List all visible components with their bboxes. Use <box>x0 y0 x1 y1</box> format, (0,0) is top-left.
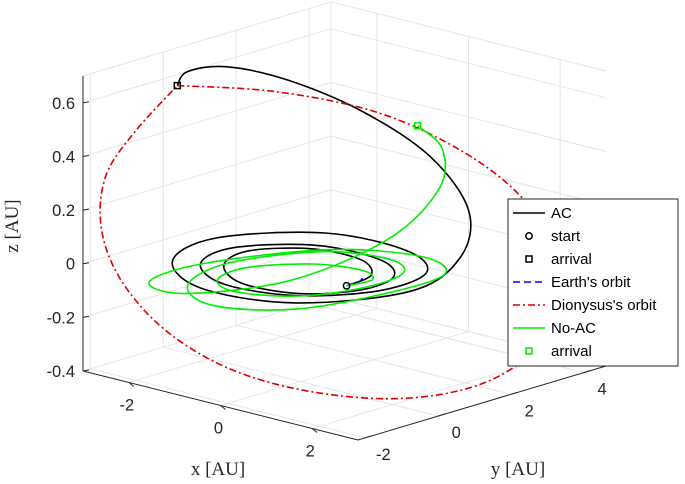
gridline-floor-y <box>163 346 439 417</box>
x-tick <box>128 382 135 387</box>
x-tick <box>220 405 226 410</box>
gridline-leftwall-z <box>82 242 332 318</box>
box-top-edge-left <box>82 1 332 77</box>
legend-label-earth-s-orbit: Earth's orbit <box>551 274 631 291</box>
y-tick-label: 0 <box>452 424 461 442</box>
y-tick <box>438 413 445 417</box>
gridline-backwall-z <box>330 28 607 99</box>
gridline-floor-y <box>90 368 366 439</box>
marker-arrival <box>173 81 182 90</box>
z-axis-label: z [AU] <box>2 199 23 252</box>
y-tick-label: 4 <box>598 381 607 399</box>
z-tick <box>82 262 90 265</box>
gridline-leftwall-z <box>82 135 332 211</box>
series-dionysus-s-orbit <box>99 84 562 400</box>
legend-label-arrival: arrival <box>551 251 592 268</box>
legend-label-ac: AC <box>551 205 572 222</box>
legend: AC start arrival Earth's orbit Dionysus's or… <box>507 198 679 367</box>
z-tick-label: -0.2 <box>47 309 75 327</box>
plot-area <box>99 65 562 400</box>
z-tick <box>82 154 90 157</box>
gridline-backwall-z <box>330 81 607 152</box>
x-tick-label: -2 <box>119 397 134 415</box>
z-tick-label: -0.4 <box>47 363 75 381</box>
z-tick-label: 0.2 <box>52 202 75 220</box>
legend-label-dionysus-s-orbit: Dionysus's orbit <box>551 297 657 314</box>
y-axis-line <box>357 365 607 441</box>
series-no-ac <box>148 125 448 311</box>
gridline-leftwall-z <box>82 296 332 372</box>
x-tick <box>311 428 318 433</box>
z-tick <box>82 315 90 318</box>
legend-label-start: start <box>551 228 581 245</box>
y-tick-label: 2 <box>525 402 534 420</box>
z-tick <box>82 208 90 211</box>
box-top-edge-back <box>330 1 607 72</box>
x-tick-label: 0 <box>214 420 223 438</box>
gridline-floor-x <box>312 354 561 429</box>
legend-box <box>507 198 679 367</box>
gridline-leftwall-z <box>82 28 332 104</box>
y-tick-label: -2 <box>376 446 391 464</box>
gridline-backwall-z <box>330 135 607 206</box>
marker-start <box>342 281 351 290</box>
z-tick <box>82 369 90 372</box>
marker-arrival <box>413 122 422 130</box>
gridline-leftwall-z <box>82 189 332 265</box>
z-tick-label: 0.6 <box>52 95 75 113</box>
y-axis-label: y [AU] <box>491 459 545 480</box>
ticks-layer: -2 0 2 -2 0 2 4 -0.4 -0.2 0 0.2 0.4 0.6 <box>47 95 607 464</box>
y-tick <box>583 370 591 374</box>
z-tick-label: 0.4 <box>52 148 75 166</box>
y-tick <box>511 391 518 395</box>
series-ac <box>171 65 472 304</box>
gridline-floor-x <box>220 331 469 406</box>
legend-label-no-ac: No-AC <box>551 320 596 337</box>
y-tick <box>365 435 372 439</box>
legend-swatch-start <box>525 232 533 240</box>
z-tick <box>82 101 90 104</box>
x-tick-label: 2 <box>306 443 315 461</box>
gridline-floor-x <box>128 308 377 383</box>
x-axis-label: x [AU] <box>191 459 245 480</box>
z-tick-label: 0 <box>66 256 75 274</box>
legend-swatch-arrival <box>525 255 533 263</box>
legend-swatch-arrival <box>525 347 533 355</box>
legend-label-arrival: arrival <box>551 343 592 360</box>
gridline-floor-y <box>236 324 512 395</box>
